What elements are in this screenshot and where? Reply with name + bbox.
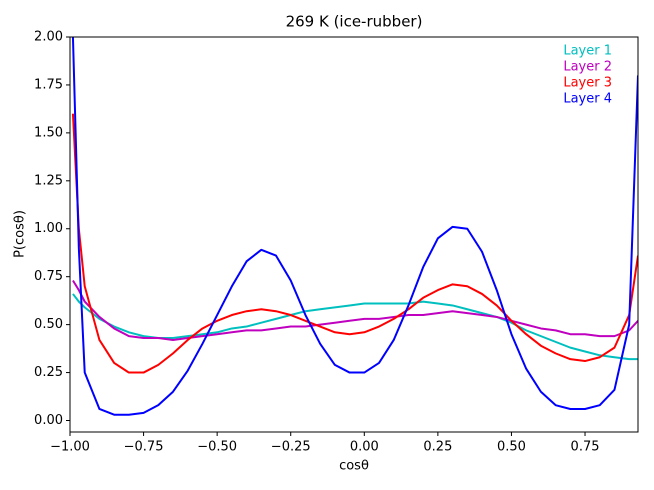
- data-line: [71, 113, 638, 374]
- data-line: [72, 279, 638, 341]
- data-line: [72, 293, 638, 361]
- y-tick-label: 0.75: [34, 269, 63, 284]
- legend-label: Layer 3: [563, 76, 612, 91]
- x-tick-label: 0.50: [497, 440, 526, 455]
- y-tick-label: 1.75: [34, 77, 63, 92]
- data-line: [71, 37, 638, 416]
- legend-label: Layer 4: [563, 92, 612, 107]
- x-tick-label: −0.50: [197, 440, 237, 455]
- y-tick-label: 1.50: [34, 125, 63, 140]
- x-tick-label: −0.75: [124, 440, 164, 455]
- x-axis-label: cosθ: [339, 459, 369, 474]
- y-tick-label: 1.00: [34, 221, 63, 236]
- y-tick-label: 0.00: [34, 413, 63, 428]
- y-tick-label: 0.50: [34, 317, 63, 332]
- plot-lines: [71, 37, 638, 416]
- y-tick-label: 1.25: [34, 173, 63, 188]
- chart-title: 269 K (ice-rubber): [286, 13, 423, 31]
- x-tick-label: −1.00: [50, 440, 90, 455]
- x-tick-label: −0.25: [271, 440, 311, 455]
- x-tick-label: 0.75: [571, 440, 600, 455]
- y-tick-label: 2.00: [34, 30, 63, 45]
- y-tick-label: 0.25: [34, 365, 63, 380]
- legend-label: Layer 1: [563, 44, 612, 59]
- x-tick-label: 0.00: [350, 440, 379, 455]
- y-axis-label: P(cosθ): [13, 210, 28, 258]
- legend-label: Layer 2: [563, 60, 612, 75]
- plot-frame: [69, 36, 639, 433]
- x-tick-label: 0.25: [423, 440, 452, 455]
